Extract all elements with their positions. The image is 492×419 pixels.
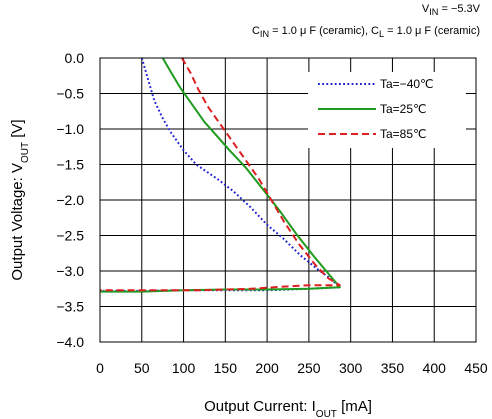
x-tick-label: 250 — [297, 360, 321, 376]
y-axis-label: Output Voltage: VOUT [V] — [9, 119, 31, 280]
x-tick-label: 200 — [255, 360, 279, 376]
legend-label-2: Ta=85℃ — [380, 127, 427, 141]
x-axis-label: Output Current: IOUT [mA] — [204, 398, 372, 419]
condition-vin: VIN = −5.3V — [421, 3, 480, 18]
y-tick-label: −2.5 — [56, 228, 84, 244]
y-tick-label: −1.0 — [56, 121, 84, 137]
series-line-0 — [100, 57, 341, 292]
x-tick-label: 150 — [214, 360, 238, 376]
legend-label-1: Ta=25℃ — [380, 102, 427, 116]
y-tick-labels: 0.0 −0.5 −1.0 −1.5 −2.0 −2.5 −3.0 −3.5 −4.0 — [56, 50, 84, 350]
condition-capacitors: CIN = 1.0 μ F (ceramic), CL = 1.0 μ F (c… — [251, 25, 480, 40]
y-tick-label: −1.5 — [56, 157, 84, 173]
x-tick-label: 100 — [172, 360, 196, 376]
series-line-2 — [100, 57, 341, 292]
x-tick-label: 50 — [134, 360, 150, 376]
y-tick-label: −2.0 — [56, 192, 84, 208]
x-tick-label: 450 — [464, 360, 488, 376]
y-tick-label: −0.5 — [56, 86, 84, 102]
y-tick-label: −3.5 — [56, 299, 84, 315]
x-tick-labels: 0 50 100 150 200 250 300 350 400 450 — [96, 360, 488, 376]
plot-frame — [99, 57, 477, 343]
y-tick-label: −4.0 — [56, 334, 84, 350]
x-tick-label: 0 — [96, 360, 104, 376]
legend: Ta=−40℃ Ta=25℃ Ta=85℃ — [308, 72, 466, 148]
legend-label-0: Ta=−40℃ — [380, 77, 434, 91]
x-tick-label: 400 — [423, 360, 447, 376]
y-tick-label: −3.0 — [56, 263, 84, 279]
series-group — [100, 57, 341, 293]
x-tick-label: 300 — [339, 360, 363, 376]
y-tick-label: 0.0 — [65, 50, 85, 66]
x-tick-label: 350 — [381, 360, 405, 376]
